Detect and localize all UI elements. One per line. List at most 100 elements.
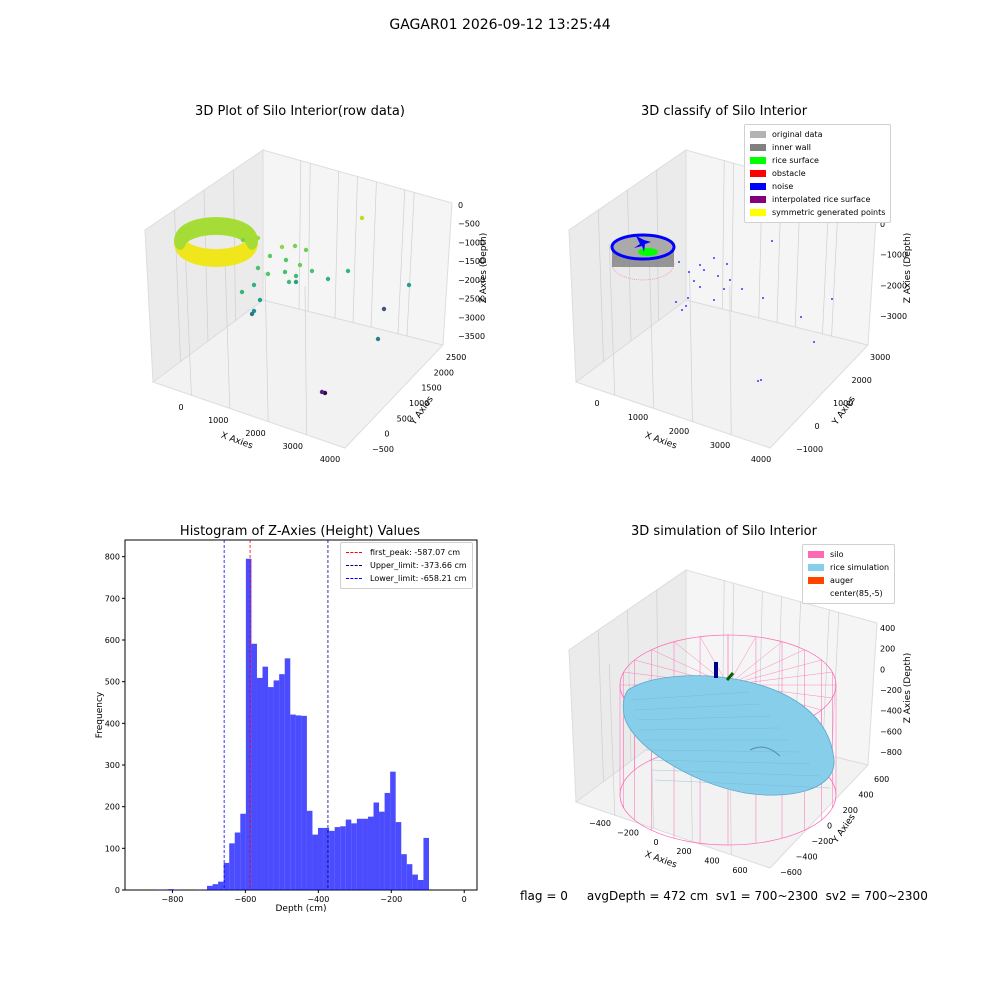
x-tick-label: 2000 (669, 427, 689, 436)
data-point (309, 268, 315, 274)
histogram-bar (306, 810, 313, 890)
legend-item: Lower_limit: -658.21 cm (346, 572, 467, 585)
legend-swatch (750, 170, 766, 177)
silo-wire (727, 641, 783, 686)
z-tick-label: −2500 (458, 295, 485, 304)
data-point (359, 215, 365, 221)
data-point (375, 336, 381, 342)
grid-line (298, 160, 302, 310)
grid-line (224, 257, 231, 409)
z-axis-label: Z Axies (Depth) (903, 653, 913, 724)
legend-label: original data (772, 130, 823, 139)
histogram-bar (329, 830, 335, 890)
data-point (249, 311, 255, 317)
legend-item: rice surface (750, 154, 885, 167)
histogram-bar (295, 715, 302, 890)
legend-item: original data (750, 128, 885, 141)
data-point (741, 288, 743, 290)
x-tick-label: 1000 (628, 413, 648, 422)
z-tick-label: −500 (458, 220, 480, 229)
histogram-bar (373, 802, 380, 890)
y-tick-label: 0 (384, 430, 389, 439)
data-point (319, 389, 325, 395)
data-point (292, 243, 298, 249)
histogram-bar (301, 715, 307, 890)
y-tick-label: 600 (105, 636, 120, 645)
rice-mesh (630, 691, 751, 701)
legend-swatch (808, 564, 824, 571)
x-tick-label: 600 (732, 866, 747, 875)
grid-line (307, 163, 311, 312)
z-tick-label: −600 (880, 727, 902, 736)
grid-line (597, 209, 604, 362)
legend-item: center(85,-5) (808, 587, 889, 600)
data-point (239, 289, 245, 295)
data-point (286, 279, 292, 285)
histogram-bar (207, 885, 213, 890)
rice-mesh (651, 769, 821, 777)
data-point (267, 253, 273, 259)
z-tick-label: 400 (880, 624, 895, 633)
z-tick-label: 200 (880, 645, 895, 654)
histogram-bar (262, 666, 269, 890)
histogram-bar (423, 837, 429, 890)
legend-label: silo (830, 550, 844, 559)
histogram-bar (401, 854, 407, 890)
y-tick-label: 100 (105, 844, 120, 853)
grid-line (184, 243, 192, 396)
histogram-bar (367, 816, 374, 890)
y-tick-label: −400 (796, 853, 818, 862)
silo-wire (727, 636, 757, 686)
x-tick-label: 0 (594, 399, 599, 408)
data-point (713, 257, 715, 259)
histogram-bar (273, 680, 280, 890)
y-tick-label: 0 (827, 822, 832, 831)
y-tick-label: 0 (115, 886, 120, 895)
data-point (255, 235, 261, 241)
x-axis-label: X Axies (643, 850, 678, 871)
histogram-bar (356, 818, 363, 890)
data-point (757, 380, 759, 382)
y-tick-label: 200 (843, 806, 858, 815)
data-point (693, 280, 695, 282)
histogram-bar (351, 823, 357, 890)
data-point (685, 305, 687, 307)
y-tick-label: 600 (874, 775, 889, 784)
data-point (240, 237, 246, 243)
legend-label: interpolated rice surface (772, 195, 871, 204)
data-point (325, 276, 331, 282)
histogram-bar (345, 819, 352, 890)
auger (725, 672, 735, 681)
y-tick-label: 400 (858, 791, 873, 800)
data-point (813, 341, 815, 343)
data-point (800, 316, 802, 318)
noise-cluster (634, 236, 651, 252)
legend-item: rice simulation (808, 561, 889, 574)
z-tick-label: −3000 (458, 313, 485, 322)
legend-label: rice surface (772, 156, 819, 165)
histogram-bar (268, 687, 274, 890)
data-point (265, 271, 271, 277)
grid-line (304, 285, 307, 435)
y-tick-label: 700 (105, 594, 120, 603)
grid-line (731, 163, 735, 312)
legend-label: first_peak: -587.07 cm (370, 548, 461, 557)
data-point (282, 269, 288, 275)
y-tick-label: 400 (105, 719, 120, 728)
data-point (723, 288, 725, 290)
histogram-bar (223, 862, 230, 890)
y-axis-label: Y Axies (830, 812, 858, 845)
legend-item: auger (808, 574, 889, 587)
x-tick-label: 0 (653, 838, 658, 847)
legend-label: symmetric generated points (772, 208, 886, 217)
legend-item: interpolated rice surface (750, 193, 885, 206)
y-tick-label: −200 (811, 837, 833, 846)
legend-label: obstacle (772, 169, 806, 178)
data-point (771, 240, 773, 242)
data-point (699, 264, 701, 266)
grid-line (334, 171, 339, 319)
rice-mesh (648, 759, 811, 765)
data-point (713, 299, 715, 301)
